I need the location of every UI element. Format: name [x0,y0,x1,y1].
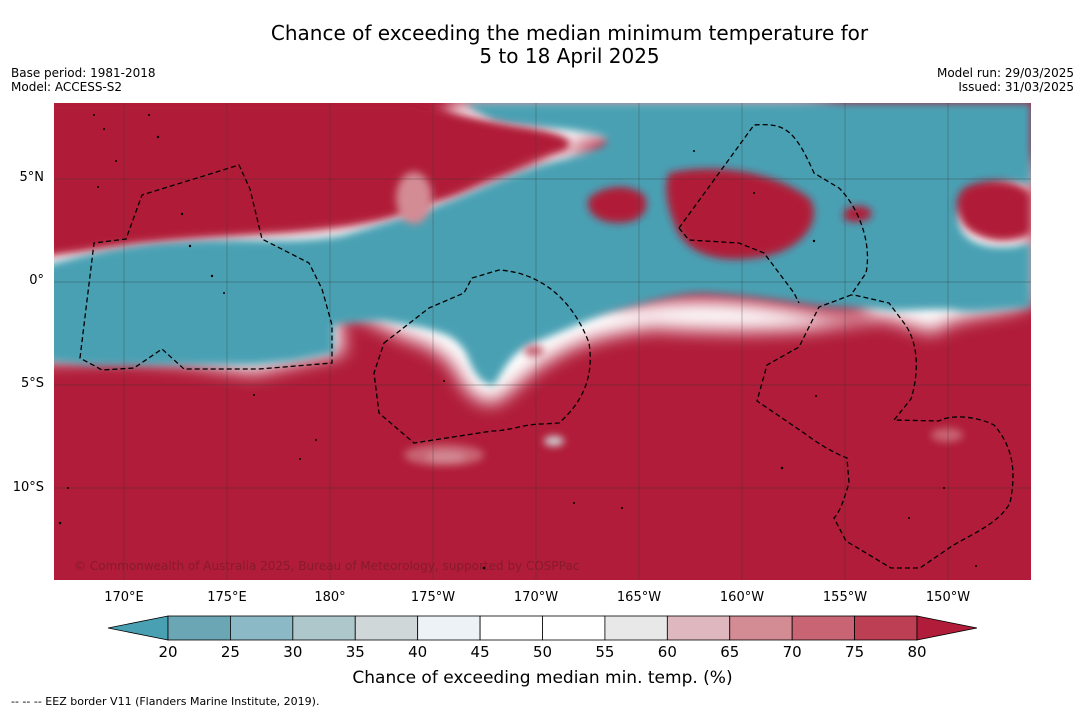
colorbar-tick-label: 55 [595,643,615,661]
chart-title: Chance of exceeding the median minimum t… [0,22,1085,68]
lon-label-160w: 160°W [719,590,765,605]
colorbar-tick-label: 50 [532,643,553,661]
lat-label-5n: 5°N [19,170,45,185]
colorbar-cell [666,615,731,641]
eez-borders [79,123,1014,569]
colorbar-tick-label: 80 [907,643,927,661]
colorbar-cell [479,615,543,641]
title-line-1: Chance of exceeding the median minimum t… [270,21,869,45]
colorbar-cell [354,615,419,641]
issued-date: Issued: 31/03/2025 [958,80,1074,94]
eez-footnote: -- -- -- EEZ border V11 (Flanders Marine… [11,695,320,708]
colorbar-cell [417,615,481,641]
colorbar-cell [230,615,294,641]
colorbar-tick-label: 70 [782,643,802,661]
lon-label-155w: 155°W [822,590,868,605]
base-period: Base period: 1981-2018 [11,66,156,80]
lon-label-165w: 165°W [616,590,662,605]
colorbar-cell [292,615,356,641]
lon-label-175e: 175°E [207,590,247,605]
pale-patches [396,172,963,466]
colorbar-tick-label: 40 [408,643,428,661]
title-line-2: 5 to 18 April 2025 [479,44,660,68]
colorbar-tick-label: 35 [345,643,365,661]
colorbar-cell [542,615,606,641]
lon-label-180: 180° [314,590,346,605]
grid-lines [54,103,1031,580]
meta-left: Base period: 1981-2018 Model: ACCESS-S2 [11,66,156,94]
colorbar-title: Chance of exceeding median min. temp. (%… [352,668,733,688]
lon-label-150w: 150°W [925,590,971,605]
colorbar-tick-label: 30 [283,643,303,661]
colorbar-cell [167,615,231,641]
copyright-notice: © Commonwealth of Australia 2025, Bureau… [74,559,579,573]
model-run: Model run: 29/03/2025 [936,66,1074,80]
lon-label-170w: 170°W [513,590,559,605]
colorbar [107,615,978,641]
colorbar-cells [167,615,918,641]
colorbar-cell [729,615,793,641]
model-name: Model: ACCESS-S2 [11,80,123,94]
colorbar-cell [604,615,668,641]
warm-island-north [54,103,1031,260]
colorbar-tick-label: 20 [158,643,178,661]
colorbar-cell [854,615,918,641]
colorbar-tick-label: 45 [470,643,490,661]
colorbar-cell [791,615,855,641]
lat-label-5s: 5°S [20,376,44,391]
lat-label-10s: 10°S [12,480,44,495]
lat-label-0: 0° [29,273,44,288]
colorbar-tick-label: 60 [657,643,677,661]
cool-region [54,103,1031,385]
colorbar-tick-label: 75 [845,643,865,661]
colorbar-high-extension [916,615,978,641]
island-dots [58,114,977,570]
forecast-map: © Commonwealth of Australia 2025, Bureau… [54,103,1031,580]
lon-label-170e: 170°E [104,590,144,605]
colorbar-tick-label: 25 [220,643,240,661]
colorbar-low-extension [107,615,169,641]
lon-label-175w: 175°W [410,590,456,605]
meta-right: Model run: 29/03/2025 Issued: 31/03/2025 [937,66,1074,94]
colorbar-tick-label: 65 [720,643,740,661]
